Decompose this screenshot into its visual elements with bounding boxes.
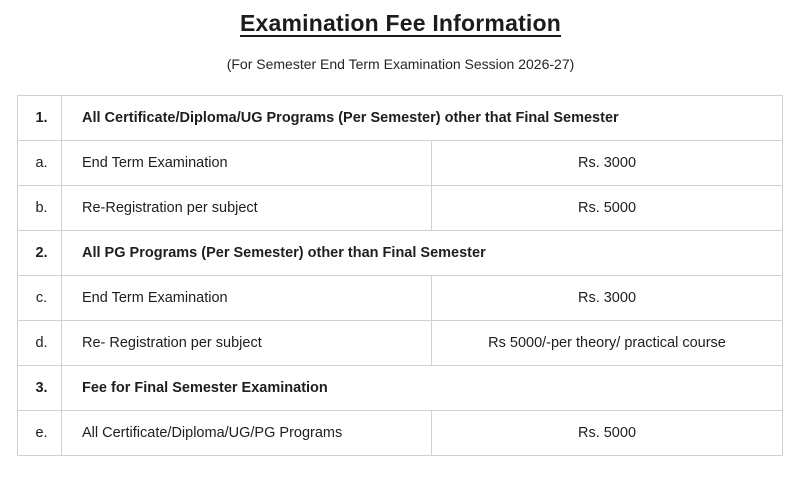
fee-table-body: 1. All Certificate/Diploma/UG Programs (… xyxy=(17,95,783,456)
section-row: 3. Fee for Final Semester Examination xyxy=(17,365,783,411)
row-number: 1. xyxy=(17,95,62,141)
fee-amount: Rs. 3000 xyxy=(431,140,783,186)
fee-amount: Rs. 5000 xyxy=(431,410,783,456)
row-number: b. xyxy=(17,185,62,231)
section-row: 2. All PG Programs (Per Semester) other … xyxy=(17,230,783,276)
row-number: c. xyxy=(17,275,62,321)
fee-item-label: End Term Examination xyxy=(61,140,432,186)
fee-item-row: d. Re- Registration per subject Rs 5000/… xyxy=(17,320,783,366)
fee-item-row: e. All Certificate/Diploma/UG/PG Program… xyxy=(17,410,783,456)
fee-amount: Rs 5000/-per theory/ practical course xyxy=(431,320,783,366)
fee-amount: Rs. 5000 xyxy=(431,185,783,231)
fee-item-row: a. End Term Examination Rs. 3000 xyxy=(17,140,783,186)
row-number: 3. xyxy=(17,365,62,411)
page-subtitle: (For Semester End Term Examination Sessi… xyxy=(226,56,575,72)
section-label: All PG Programs (Per Semester) other tha… xyxy=(61,230,783,276)
fee-amount: Rs. 3000 xyxy=(431,275,783,321)
fee-table: 1. All Certificate/Diploma/UG Programs (… xyxy=(17,95,783,456)
row-number: a. xyxy=(17,140,62,186)
fee-item-label: Re- Registration per subject xyxy=(61,320,432,366)
page-title: Examination Fee Information xyxy=(0,0,801,37)
page-title-text: Examination Fee Information xyxy=(239,10,562,36)
fee-item-label: Re-Registration per subject xyxy=(61,185,432,231)
row-number: d. xyxy=(17,320,62,366)
fee-item-label: End Term Examination xyxy=(61,275,432,321)
row-number: 2. xyxy=(17,230,62,276)
fee-item-row: c. End Term Examination Rs. 3000 xyxy=(17,275,783,321)
section-label: All Certificate/Diploma/UG Programs (Per… xyxy=(61,95,783,141)
section-row: 1. All Certificate/Diploma/UG Programs (… xyxy=(17,95,783,141)
row-number: e. xyxy=(17,410,62,456)
section-label: Fee for Final Semester Examination xyxy=(61,365,783,411)
fee-item-row: b. Re-Registration per subject Rs. 5000 xyxy=(17,185,783,231)
fee-item-label: All Certificate/Diploma/UG/PG Programs xyxy=(61,410,432,456)
